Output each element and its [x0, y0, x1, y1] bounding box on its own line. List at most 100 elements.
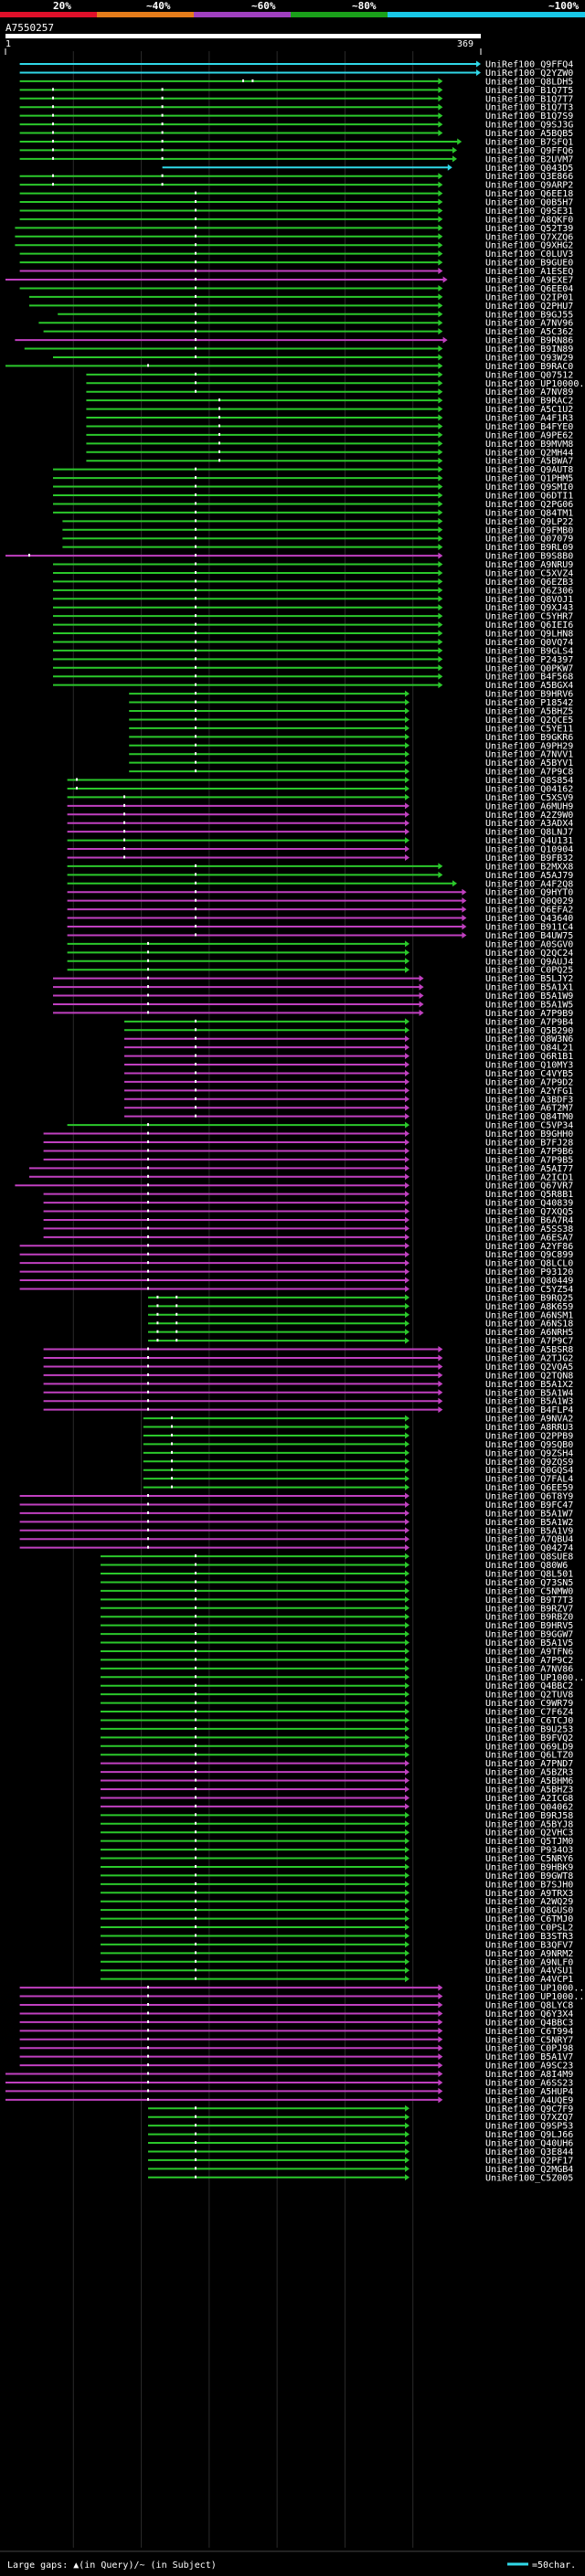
- hit-row[interactable]: UniRef100_Q84L21: [124, 1044, 573, 1054]
- hit-label[interactable]: UniRef100_Q04274: [485, 1543, 573, 1553]
- hit-label[interactable]: UniRef100_P934O3: [485, 1846, 573, 1856]
- hit-label[interactable]: UniRef100_B9FVQ2: [485, 1733, 573, 1744]
- hit-label[interactable]: UniRef100_C6TCJ0: [485, 1716, 573, 1726]
- hit-row[interactable]: UniRef100_A0SGV0: [67, 939, 574, 949]
- hit-label[interactable]: UniRef100_Q9FMB0: [485, 525, 573, 535]
- hit-label[interactable]: UniRef100_Q84TM1: [485, 508, 573, 518]
- hit-label[interactable]: UniRef100_A5BHM6: [485, 1776, 573, 1786]
- hit-label[interactable]: UniRef100_B9RQ25: [485, 1293, 573, 1303]
- hit-label[interactable]: UniRef100_Q2QCE5: [485, 716, 573, 726]
- hit-row[interactable]: UniRef100_C5VP34: [67, 1121, 574, 1131]
- hit-row[interactable]: UniRef100_Q6EE59: [143, 1483, 574, 1493]
- hit-row[interactable]: UniRef100_B9RJ58: [101, 1811, 573, 1821]
- hit-row[interactable]: UniRef100_C5NRY6: [101, 1854, 573, 1864]
- hit-label[interactable]: UniRef100_A2WQ29: [485, 1897, 573, 1907]
- hit-label[interactable]: UniRef100_A7P9B5: [485, 1155, 573, 1165]
- hit-label[interactable]: UniRef100_B5A1W4: [485, 1388, 573, 1398]
- hit-label[interactable]: UniRef100_B9FC47: [485, 1500, 573, 1511]
- hit-row[interactable]: UniRef100_Q43640: [67, 914, 574, 924]
- hit-label[interactable]: UniRef100_B9GHH0: [485, 1129, 573, 1140]
- hit-row[interactable]: UniRef100_Q52T39: [15, 224, 573, 234]
- hit-label[interactable]: UniRef100_Q3E844: [485, 2147, 573, 2157]
- hit-row[interactable]: UniRef100_B5A1W4: [43, 1388, 574, 1398]
- hit-row[interactable]: UniRef100_B5A1W3: [43, 1397, 574, 1407]
- hit-row[interactable]: UniRef100_Q9SE31: [19, 207, 574, 217]
- hit-label[interactable]: UniRef100_Q80W6: [485, 1561, 568, 1571]
- hit-label[interactable]: UniRef100_B1Q7T5: [485, 86, 573, 96]
- hit-label[interactable]: UniRef100_B9RZV7: [485, 1604, 573, 1614]
- hit-label[interactable]: UniRef100_B9RN86: [485, 336, 573, 346]
- hit-label[interactable]: UniRef100_C0PSL2: [485, 1924, 573, 1934]
- hit-label[interactable]: UniRef100_Q6EFA2: [485, 906, 573, 916]
- hit-row[interactable]: UniRef100_Q2QCE5: [129, 716, 573, 726]
- hit-row[interactable]: UniRef100_Q8LYC8: [19, 2001, 574, 2011]
- hit-label[interactable]: UniRef100_A6NSM1: [485, 1310, 573, 1320]
- hit-row[interactable]: UniRef100_A6MUH9: [67, 801, 574, 811]
- hit-row[interactable]: UniRef100_Q6EFA2: [67, 906, 574, 916]
- hit-label[interactable]: UniRef100_A5BHZ5: [485, 707, 573, 717]
- hit-label[interactable]: UniRef100_B5A1V7: [485, 2052, 573, 2062]
- hit-row[interactable]: UniRef100_Q84TM0: [124, 1112, 573, 1122]
- hit-label[interactable]: UniRef100_A7QBU4: [485, 1535, 573, 1545]
- hit-label[interactable]: UniRef100_Q2TUV8: [485, 1691, 573, 1701]
- hit-label[interactable]: UniRef100_Q9AUT8: [485, 465, 573, 475]
- hit-label[interactable]: UniRef100_A9EXE7: [485, 276, 573, 286]
- hit-row[interactable]: UniRef100_C4VYB5: [124, 1069, 573, 1079]
- hit-row[interactable]: UniRef100_C5YE11: [129, 724, 573, 734]
- hit-row[interactable]: UniRef100_C0PSL2: [101, 1924, 573, 1934]
- hit-row[interactable]: UniRef100_Q10MY3: [124, 1061, 573, 1071]
- hit-label[interactable]: UniRef100_Q4BBC2: [485, 1681, 573, 1691]
- hit-row[interactable]: UniRef100_B7SJH0: [101, 1880, 573, 1890]
- hit-row[interactable]: UniRef100_Q8VOJ1: [53, 595, 573, 605]
- hit-label[interactable]: UniRef100_A6SS23: [485, 2078, 573, 2088]
- hit-label[interactable]: UniRef100_C7F6Z4: [485, 1708, 573, 1718]
- hit-label[interactable]: UniRef100_Q80449: [485, 1277, 573, 1287]
- hit-label[interactable]: UniRef100_Q07512: [485, 370, 573, 380]
- hit-row[interactable]: UniRef100_Q9HYT0: [67, 888, 574, 898]
- hit-label[interactable]: UniRef100_Q0VQ74: [485, 638, 573, 648]
- hit-row[interactable]: UniRef100_P93120: [19, 1267, 574, 1277]
- hit-row[interactable]: UniRef100_A6NS18: [148, 1320, 573, 1330]
- hit-row[interactable]: UniRef100_B9HBK9: [101, 1862, 573, 1872]
- hit-label[interactable]: UniRef100_Q84TM0: [485, 1112, 573, 1122]
- hit-label[interactable]: UniRef100_Q6Y3X4: [485, 2009, 573, 2019]
- hit-row[interactable]: UniRef100_B9FC47: [19, 1500, 574, 1511]
- hit-row[interactable]: UniRef100_Q93W29: [53, 353, 573, 363]
- hit-row[interactable]: UniRef100_A4UQE9: [5, 2095, 573, 2105]
- hit-row[interactable]: UniRef100_A7P9C7: [148, 1337, 573, 1347]
- hit-label[interactable]: UniRef100_B1Q7T7: [485, 94, 573, 104]
- hit-row[interactable]: UniRef100_B9RAC2: [86, 397, 573, 407]
- hit-label[interactable]: UniRef100_A9SC23: [485, 2062, 573, 2072]
- hit-label[interactable]: UniRef100_Q43640: [485, 914, 573, 924]
- hit-label[interactable]: UniRef100_A5BWA7: [485, 457, 573, 467]
- hit-label[interactable]: UniRef100_B5A1W7: [485, 1509, 573, 1519]
- hit-row[interactable]: UniRef100_A7NVV1: [129, 750, 573, 760]
- hit-label[interactable]: UniRef100_Q9SP53: [485, 2122, 573, 2132]
- hit-label[interactable]: UniRef100_B9GUE0: [485, 259, 573, 269]
- hit-row[interactable]: UniRef100_B3QFV7: [101, 1940, 573, 1950]
- hit-label[interactable]: UniRef100_Q8VOJ1: [485, 595, 573, 605]
- hit-label[interactable]: UniRef100_A4F2Q8: [485, 879, 573, 889]
- hit-label[interactable]: UniRef100_A4VCP1: [485, 1975, 573, 1985]
- hit-row[interactable]: UniRef100_UP1000...: [101, 1673, 585, 1683]
- hit-label[interactable]: UniRef100_Q6T8Y9: [485, 1492, 573, 1502]
- hit-row[interactable]: UniRef100_Q0PKW7: [53, 663, 573, 673]
- hit-row[interactable]: UniRef100_UP1000...: [19, 1984, 585, 1994]
- hit-row[interactable]: UniRef100_Q9ARP2: [19, 181, 574, 191]
- hit-label[interactable]: UniRef100_Q9LJ66: [485, 2130, 573, 2140]
- hit-label[interactable]: UniRef100_B4FYE0: [485, 422, 573, 432]
- hit-label[interactable]: UniRef100_Q69LD9: [485, 1742, 573, 1752]
- hit-label[interactable]: UniRef100_A6ESA7: [485, 1233, 573, 1243]
- hit-row[interactable]: UniRef100_Q67VR7: [15, 1182, 573, 1192]
- hit-label[interactable]: UniRef100_C0LUV3: [485, 249, 573, 260]
- hit-row[interactable]: UniRef100_A5BWA7: [86, 457, 573, 467]
- hit-label[interactable]: UniRef100_Q8LDH5: [485, 77, 573, 87]
- hit-row[interactable]: UniRef100_B9HRV5: [101, 1621, 573, 1631]
- hit-row[interactable]: UniRef100_P934O3: [101, 1846, 573, 1856]
- hit-row[interactable]: UniRef100_Q8LNJ7: [67, 828, 574, 838]
- hit-row[interactable]: UniRef100_C9WR79: [101, 1699, 573, 1709]
- hit-label[interactable]: UniRef100_Q9HYT0: [485, 888, 573, 898]
- hit-label[interactable]: UniRef100_B9IN89: [485, 345, 573, 355]
- hit-label[interactable]: UniRef100_B5LJY2: [485, 974, 573, 984]
- hit-row[interactable]: UniRef100_A8QKF0: [19, 215, 574, 225]
